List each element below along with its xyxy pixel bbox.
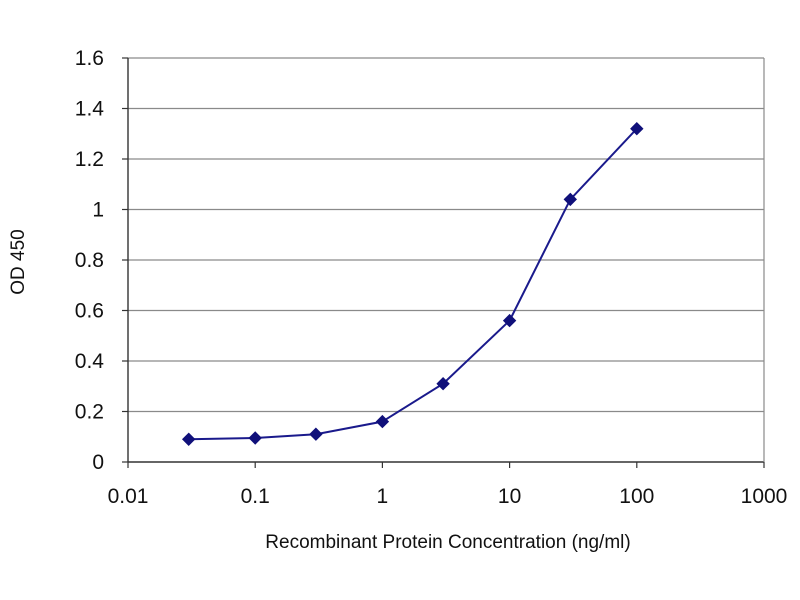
y-tick-label: 1.6 <box>75 47 104 70</box>
x-tick-label: 10 <box>498 485 521 508</box>
y-tick-label: 0.2 <box>75 401 104 424</box>
data-point <box>375 414 390 429</box>
y-axis-title: OD 450 <box>8 229 29 294</box>
y-tick-label: 1.4 <box>75 98 105 121</box>
axes <box>122 57 765 468</box>
data-point <box>436 377 450 391</box>
x-tick-label: 1000 <box>741 485 788 508</box>
y-tick-label: 0 <box>92 451 104 474</box>
y-tick-label: 0.4 <box>75 350 105 373</box>
data-point <box>309 427 323 441</box>
data-point <box>502 313 517 328</box>
y-tick-labels: 0 0.2 0.4 0.6 0.8 1 1.2 1.4 1.6 <box>75 47 105 474</box>
x-tick-label: 0.1 <box>241 485 270 508</box>
x-axis-title: Recombinant Protein Concentration (ng/ml… <box>265 532 630 553</box>
series-line <box>188 128 638 441</box>
data-point <box>630 121 644 136</box>
data-point <box>181 432 196 446</box>
data-series <box>181 121 644 446</box>
gridlines <box>128 57 764 413</box>
y-tick-label: 0.8 <box>75 249 104 272</box>
data-point <box>248 431 262 445</box>
x-tick-label: 1 <box>377 485 389 508</box>
y-tick-label: 0.6 <box>75 300 104 323</box>
x-tick-labels: 0.01 0.1 1 10 100 1000 <box>108 485 788 508</box>
x-tick-label: 100 <box>619 485 654 508</box>
y-tick-label: 1 <box>92 199 104 222</box>
x-tick-label: 0.01 <box>108 485 149 508</box>
data-point <box>563 192 577 207</box>
y-tick-label: 1.2 <box>75 148 104 171</box>
